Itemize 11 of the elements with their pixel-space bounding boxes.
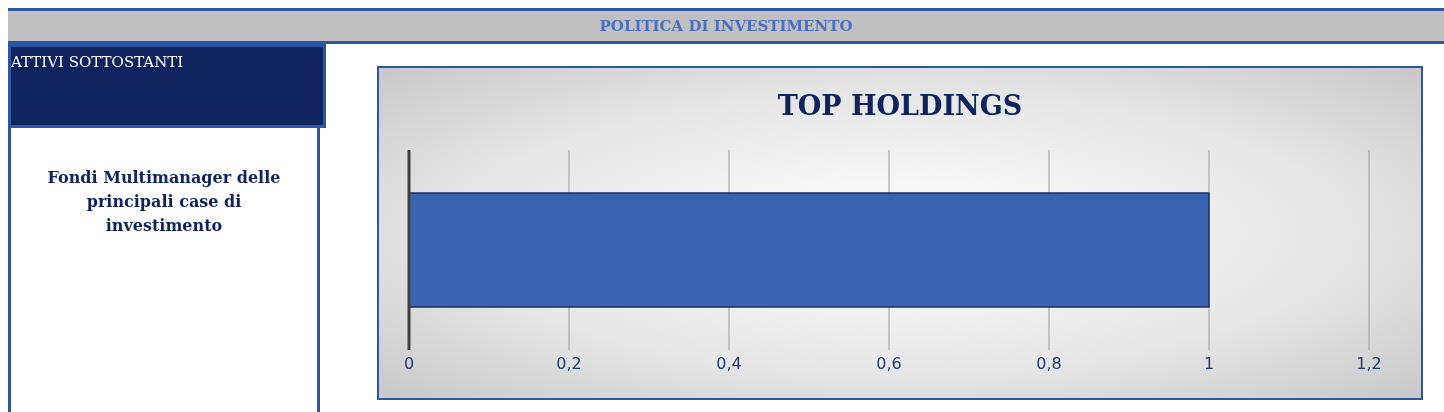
chart-title: TOP HOLDINGS <box>776 90 1024 123</box>
x-tick-label: 1,2 <box>1356 354 1382 374</box>
x-tick-label: 1 <box>1203 354 1215 374</box>
x-tick-label: 0,4 <box>716 354 742 374</box>
text: Fondi Multimanager delle principali case di investimento <box>8 126 320 412</box>
x-tick-label: 0,6 <box>876 354 902 374</box>
x-tick-label: 0,8 <box>1036 354 1062 374</box>
text: POLITICA DI INVESTIMENTO <box>8 8 1444 44</box>
text: ATTIVI SOTTOSTANTI <box>8 44 326 128</box>
x-tick-label: 0,2 <box>556 354 582 374</box>
x-tick-label: 0 <box>403 354 415 374</box>
